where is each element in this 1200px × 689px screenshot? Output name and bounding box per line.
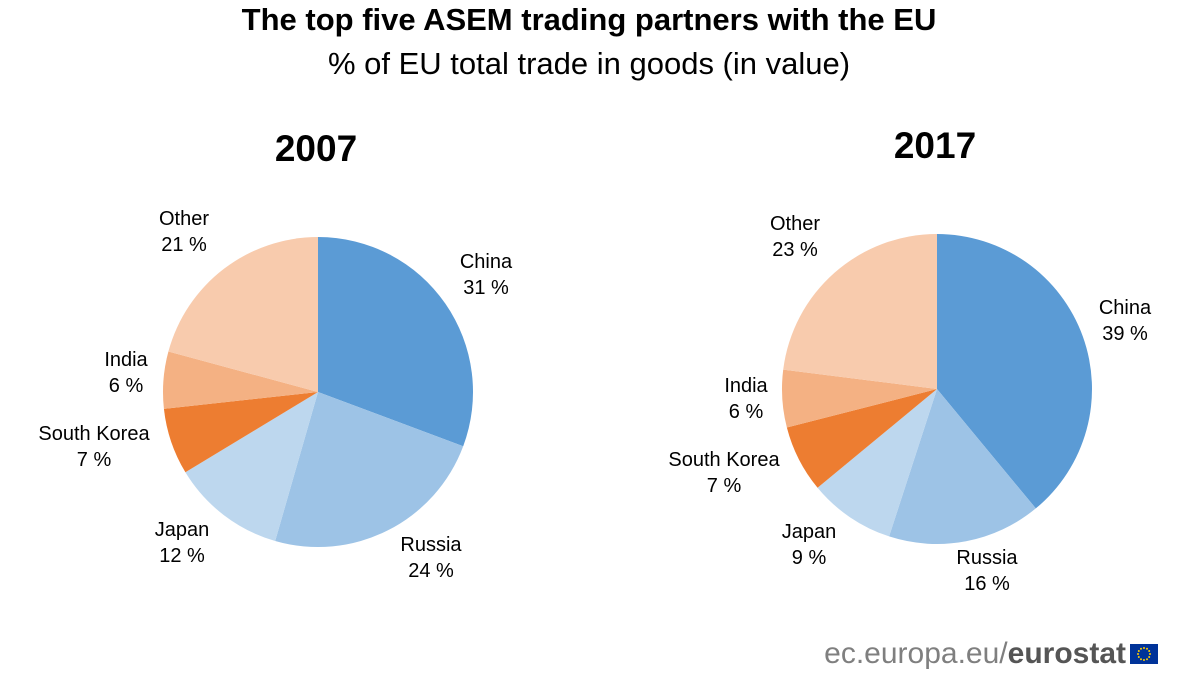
slice-label-india: India: [104, 349, 148, 371]
slice-south-korea: [786, 389, 937, 488]
slice-russia: [889, 389, 1036, 544]
slice-china: [937, 234, 1092, 509]
pie-title: 2007: [275, 128, 357, 169]
slice-value-japan: 9 %: [792, 547, 827, 569]
pie-chart-2017: 2017 China 39 % Russia 16 % Japan 9 % South Kor…: [668, 125, 1152, 595]
slice-other: [168, 237, 318, 392]
slice-value-japan: 12 %: [159, 545, 205, 567]
slice-south-korea: [163, 392, 318, 473]
slice-label-china: China: [460, 251, 513, 273]
eu-flag-icon: [1130, 644, 1158, 664]
slice-india: [163, 351, 318, 409]
slice-value-other: 21 %: [161, 234, 207, 256]
slice-label-china: China: [1099, 297, 1152, 319]
pie-title: 2017: [894, 125, 976, 166]
slice-value-other: 23 %: [772, 239, 818, 261]
footer: ec.europa.eu/eurostat: [824, 637, 1158, 671]
slice-value-russia: 16 %: [964, 573, 1010, 595]
slice-label-other: Other: [770, 213, 820, 235]
slice-value-south-korea: 7 %: [77, 449, 112, 471]
chart-title: The top five ASEM trading partners with …: [241, 2, 937, 37]
slice-label-russia: Russia: [956, 547, 1018, 569]
slice-other: [783, 234, 937, 389]
slice-russia: [275, 392, 464, 548]
slice-value-india: 6 %: [109, 375, 144, 397]
slice-japan: [185, 392, 318, 541]
slice-label-south-korea: South Korea: [38, 423, 150, 445]
slice-label-india: India: [724, 375, 768, 397]
footer-site: ec.europa.eu/: [824, 637, 1008, 670]
slice-value-india: 6 %: [729, 401, 764, 423]
pie-chart-2007: 2007 China 31 % Russia 24 % Japan 12 % South Ko…: [38, 128, 513, 582]
footer-brand: eurostat: [1007, 637, 1126, 670]
slice-value-china: 31 %: [463, 277, 509, 299]
slice-india: [781, 369, 937, 428]
slice-label-japan: Japan: [155, 519, 210, 541]
slice-label-south-korea: South Korea: [668, 449, 780, 471]
slice-label-other: Other: [159, 208, 209, 230]
slice-value-china: 39 %: [1102, 323, 1148, 345]
slice-china: [318, 237, 474, 447]
slice-value-russia: 24 %: [408, 560, 454, 582]
slice-japan: [817, 389, 937, 537]
slice-label-japan: Japan: [782, 521, 837, 543]
slice-value-south-korea: 7 %: [707, 475, 742, 497]
chart-subtitle: % of EU total trade in goods (in value): [327, 46, 851, 81]
slice-label-russia: Russia: [400, 534, 462, 556]
